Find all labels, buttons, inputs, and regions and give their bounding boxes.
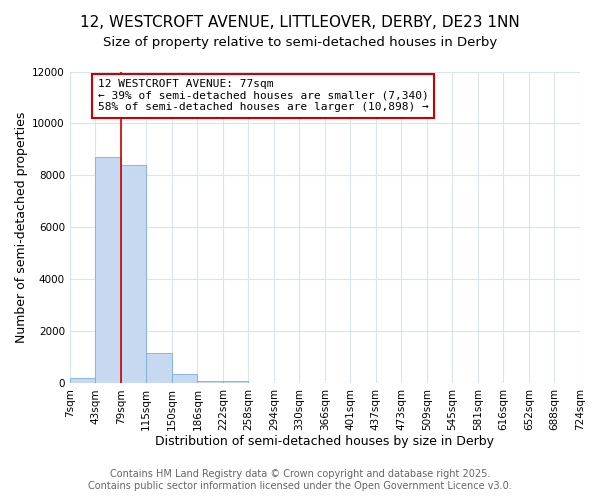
Bar bbox=[223, 382, 248, 384]
Text: 12 WESTCROFT AVENUE: 77sqm
← 39% of semi-detached houses are smaller (7,340)
58%: 12 WESTCROFT AVENUE: 77sqm ← 39% of semi… bbox=[98, 80, 428, 112]
Bar bbox=[70, 378, 95, 384]
Text: Contains HM Land Registry data © Crown copyright and database right 2025.
Contai: Contains HM Land Registry data © Crown c… bbox=[88, 470, 512, 491]
Bar bbox=[172, 374, 197, 384]
X-axis label: Distribution of semi-detached houses by size in Derby: Distribution of semi-detached houses by … bbox=[155, 434, 494, 448]
Text: 12, WESTCROFT AVENUE, LITTLEOVER, DERBY, DE23 1NN: 12, WESTCROFT AVENUE, LITTLEOVER, DERBY,… bbox=[80, 15, 520, 30]
Bar bbox=[146, 354, 172, 384]
Bar bbox=[95, 158, 121, 384]
Text: Size of property relative to semi-detached houses in Derby: Size of property relative to semi-detach… bbox=[103, 36, 497, 49]
Bar bbox=[197, 380, 223, 384]
Y-axis label: Number of semi-detached properties: Number of semi-detached properties bbox=[15, 112, 28, 343]
Bar bbox=[121, 165, 146, 384]
